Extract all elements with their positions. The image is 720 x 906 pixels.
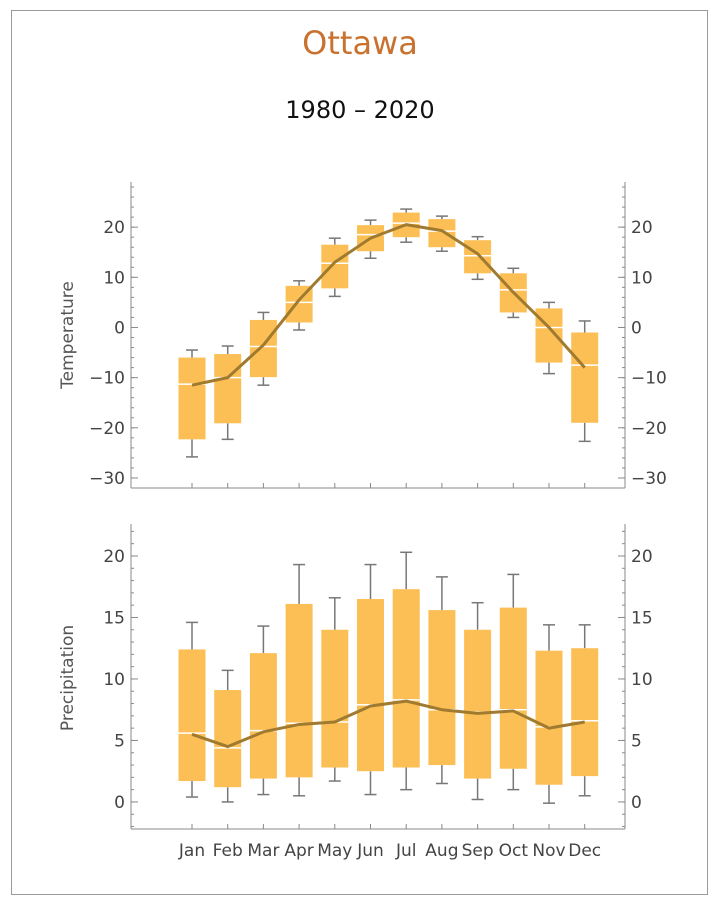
temp-ytick-label-right: 20 [631,218,653,238]
temp-mean-line [191,223,586,387]
precip-box [428,610,456,766]
temp-ytick-label-left: 10 [103,268,125,288]
xtick-label: Apr [284,841,313,861]
precip-box [249,653,277,779]
temp-box [464,240,492,274]
precip-box [464,629,492,779]
temp-ytick-label-left: −10 [89,369,125,389]
temp-box [571,332,599,423]
precip-mean-line [191,699,585,749]
temp-ytick-label-left: 0 [114,318,125,338]
temp-box [214,354,242,424]
temp-ytick-label-left: 20 [103,218,125,238]
precip-ytick-label-left: 20 [103,547,125,567]
xtick-label: Dec [568,841,601,861]
xtick-label: May [317,841,352,861]
temp-box [321,244,349,289]
temp-ytick-label-right: 0 [631,318,642,338]
xtick-label: Jun [356,841,384,861]
temp-ytick-label-left: −20 [89,419,125,439]
temp-ytick-label-right: −20 [631,419,667,439]
precip-box [357,599,384,772]
xtick-label: Aug [425,841,458,861]
xtick-label: Jul [395,841,417,861]
precip-box [392,589,420,768]
xtick-label: Mar [247,841,279,861]
precip-ytick-label-right: 20 [631,547,653,567]
precip-box [535,650,563,785]
chart-title: Ottawa [302,24,418,62]
xtick-label: Jan [178,841,205,861]
xtick-label: Oct [499,841,529,861]
precip-box [178,649,206,782]
precip-box [214,690,242,788]
chart-subtitle: 1980 – 2020 [285,96,435,124]
precip-ytick-label-left: 15 [103,608,125,628]
precip-ytick-label-right: 5 [631,731,642,751]
precip-ylabel: Precipitation [58,625,78,731]
xtick-label: Nov [532,841,565,861]
temp-box [178,357,206,440]
precip-ytick-label-left: 0 [114,793,125,813]
precip-ytick-label-right: 15 [631,608,653,628]
precip-ytick-label-right: 0 [631,793,642,813]
xtick-label: Sep [462,841,494,861]
temp-box [428,219,456,248]
precip-box [285,603,313,778]
temp-ytick-label-right: 10 [631,268,653,288]
temp-box [249,319,277,378]
precip-ytick-label-left: 5 [114,731,125,751]
temp-ylabel: Temperature [58,281,78,390]
temp-ytick-label-left: −30 [89,469,125,489]
precip-ytick-label-left: 10 [103,670,125,690]
precip-ytick-label-right: 10 [631,670,653,690]
temp-ytick-label-right: −10 [631,369,667,389]
precip-box [499,607,527,769]
precip-box [571,648,599,777]
xtick-label: Feb [213,841,243,861]
precip-box [321,629,349,768]
temp-ytick-label-right: −30 [631,469,667,489]
